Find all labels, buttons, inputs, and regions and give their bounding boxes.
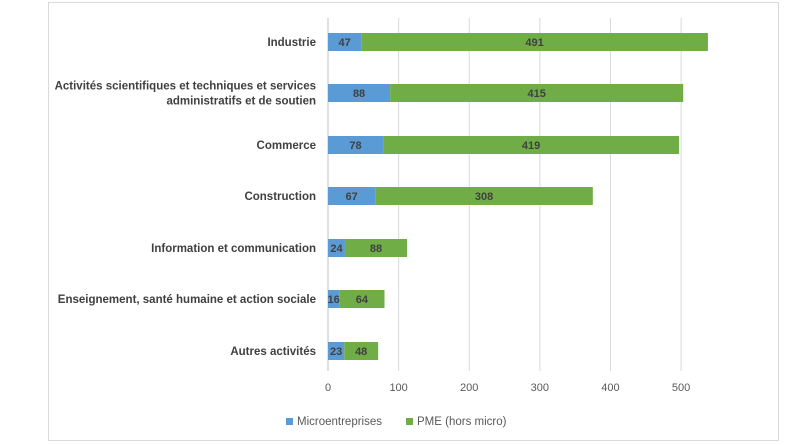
data-label-pme: 64 (356, 294, 369, 306)
data-label-pme: 491 (525, 37, 543, 49)
bar-pme (344, 239, 408, 257)
x-tick-label: 400 (601, 382, 619, 394)
legend-swatch (406, 418, 413, 425)
category-label: Commerce (257, 140, 316, 152)
bar-pme (361, 33, 708, 51)
category-label: Industrie (267, 37, 316, 49)
legend-item-pme: PME (hors micro) (417, 416, 507, 428)
bar-microentreprises (328, 136, 384, 154)
legend-item-microentreprises: Microentreprises (297, 416, 382, 428)
data-label-pme: 419 (522, 140, 540, 152)
data-label-pme: 415 (528, 88, 546, 100)
chart-frame (48, 2, 779, 441)
data-label-pme: 308 (475, 191, 493, 203)
bar-microentreprises (328, 33, 362, 51)
data-label-microentreprises: 23 (330, 346, 342, 358)
x-tick-label: 200 (460, 382, 478, 394)
data-label-microentreprises: 16 (328, 294, 340, 306)
bar-microentreprises (328, 342, 345, 360)
bar-microentreprises (328, 84, 391, 102)
bar-microentreprises (328, 187, 376, 205)
bar-pme (390, 84, 684, 102)
category-label: Enseignement, santé humaine et action so… (58, 294, 316, 306)
legend-swatch (286, 418, 293, 425)
data-label-microentreprises: 47 (338, 37, 350, 49)
data-label-pme: 48 (355, 346, 367, 358)
bar-microentreprises (328, 290, 340, 308)
bar-microentreprises (328, 239, 345, 257)
data-label-microentreprises: 24 (330, 243, 343, 255)
x-tick-label: 500 (672, 382, 690, 394)
category-label: Information et communication (151, 243, 316, 255)
bar-pme (375, 187, 593, 205)
data-label-microentreprises: 78 (349, 140, 361, 152)
data-label-microentreprises: 88 (353, 88, 365, 100)
data-label-microentreprises: 67 (346, 191, 358, 203)
category-label: Autres activités (230, 346, 316, 358)
category-label: Construction (244, 191, 316, 203)
bar-pme (339, 290, 385, 308)
category-label: Activités scientifiques et techniques et… (55, 81, 316, 108)
bar-pme (383, 136, 679, 154)
bar-pme (344, 342, 379, 360)
x-tick-label: 100 (389, 382, 407, 394)
x-tick-label: 0 (325, 382, 331, 394)
data-label-pme: 88 (370, 243, 382, 255)
x-tick-label: 300 (531, 382, 549, 394)
